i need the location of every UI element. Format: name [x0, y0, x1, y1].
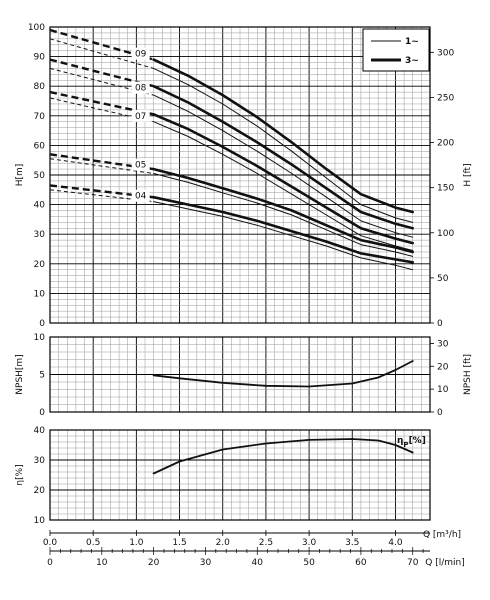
head-curve-09-1ph: [153, 67, 414, 223]
head-curve-04-3ph: [152, 195, 414, 264]
head-ytick-right-label: 250: [437, 93, 454, 103]
efficiency-ytick-label: 20: [34, 486, 46, 496]
x-tick-label-m3h: 2.0: [216, 538, 231, 548]
npsh-ytick-right-label: 20: [437, 362, 449, 372]
efficiency-ytick-label: 30: [34, 456, 46, 466]
npsh-ytick-label: 5: [39, 371, 45, 381]
head-dashed-08-1ph: [49, 67, 154, 96]
head-curve-label-bg: [131, 158, 150, 171]
npsh-ytick-right-label: 10: [437, 385, 449, 395]
head-ytick-label: 20: [34, 260, 46, 270]
head-curve-08-1ph: [153, 94, 414, 238]
head-ytick-label: 80: [34, 82, 46, 92]
x-tick-label-m3h: 4.0: [388, 538, 403, 548]
npsh-frame: [49, 336, 431, 413]
head-ytick-right-label: 150: [437, 184, 454, 194]
npsh-ytick-label: 0: [39, 408, 45, 418]
x-tick-label-lmin: 70: [407, 558, 419, 568]
efficiency-frame: [49, 429, 431, 521]
efficiency-ytick-label: 10: [34, 516, 46, 526]
head-curve-08-3ph: [152, 84, 414, 230]
x-tick-label-m3h: 0.5: [86, 538, 100, 548]
head-ytick-right-label: 50: [437, 274, 449, 284]
head-curve-label-bg: [131, 81, 150, 94]
head-curve-label: 08: [135, 84, 147, 94]
head-ytick-label: 10: [34, 289, 46, 299]
head-frame: [49, 26, 431, 324]
x-tick-label-m3h: 3.0: [302, 538, 317, 548]
head-curve-05-1ph: [153, 173, 414, 257]
head-curve-07-3ph: [152, 113, 414, 245]
head-ytick-right-label: 0: [437, 319, 443, 329]
head-curve-07-1ph: [153, 121, 414, 251]
x-tick-label-lmin: 0: [47, 558, 53, 568]
text-layer: 0102030405060708090100H[m]05010015020025…: [15, 23, 473, 568]
x-tick-label-lmin: 30: [200, 558, 212, 568]
head-ytick-label: 0: [39, 319, 45, 329]
x-tick-label-lmin: 60: [355, 558, 367, 568]
head-curve-05-3ph: [152, 167, 414, 254]
head-ytick-right-label: 300: [437, 48, 454, 58]
head-ytick-label: 40: [34, 201, 46, 211]
head-ytick-label: 70: [34, 112, 46, 122]
head-curve-label-bg: [131, 109, 150, 122]
efficiency-ytick-label: 40: [34, 426, 46, 436]
npsh-curve-NPSH: [152, 360, 414, 388]
head-ylabel: H[m]: [15, 164, 25, 187]
head-curve-04-1ph: [153, 201, 414, 271]
x-tick-label-lmin: 50: [303, 558, 315, 568]
x-tick-label-lmin: 10: [96, 558, 108, 568]
x-tick-label-m3h: 1.5: [172, 538, 186, 548]
efficiency-ylabel: η[%]: [15, 464, 25, 485]
head-ytick-label: 30: [34, 230, 46, 240]
head-ytick-label: 90: [34, 53, 46, 63]
legend-label: 1~: [405, 37, 419, 47]
grid-layer: [49, 26, 434, 555]
head-curve-label-bg: [131, 189, 150, 202]
x-tick-label-lmin: 40: [252, 558, 264, 568]
x-tick-label-m3h: 0.0: [43, 538, 58, 548]
x-axis-label-m3h: Q [m³/h]: [423, 530, 461, 540]
head-curve-label-bg: [131, 47, 150, 60]
head-ytick-label: 100: [28, 23, 45, 33]
head-curve-label: 04: [135, 192, 147, 202]
x-tick-label-m3h: 3.5: [345, 538, 359, 548]
head-ytick-label: 60: [34, 141, 46, 151]
head-ylabel-right: H [ft]: [463, 163, 473, 186]
head-ytick-right-label: 100: [437, 229, 454, 239]
npsh-ytick-right-label: 30: [437, 339, 449, 349]
head-curve-label: 09: [135, 50, 147, 60]
legend-box: [362, 28, 430, 72]
x-axis-label-lmin: Q [l/min]: [425, 558, 464, 568]
npsh-ytick-label: 10: [34, 333, 46, 343]
npsh-ytick-right-label: 0: [437, 408, 443, 418]
head-curve-09-3ph: [152, 58, 414, 214]
head-ytick-label: 50: [34, 171, 46, 181]
head-dashed-05-1ph: [49, 158, 154, 174]
efficiency-curve-η_P: [152, 438, 414, 475]
npsh-ylabel: NPSH[m]: [15, 354, 25, 394]
head-dashed-05-3ph: [49, 153, 154, 171]
efficiency-annotation: ηP[%]: [397, 436, 426, 449]
head-dashed-04-3ph: [49, 184, 154, 199]
x-tick-label-lmin: 20: [148, 558, 160, 568]
head-ytick-right-label: 200: [437, 139, 454, 149]
head-curve-label: 05: [135, 161, 146, 171]
npsh-ylabel-right: NPSH [ft]: [463, 354, 473, 395]
x-tick-label-m3h: 2.5: [259, 538, 273, 548]
x-tick-label-m3h: 1.0: [129, 538, 144, 548]
head-dashed-09-1ph: [49, 38, 154, 69]
legend-label: 3~: [405, 56, 419, 66]
head-curve-label: 07: [135, 112, 146, 122]
head-dashed-07-1ph: [49, 97, 154, 123]
